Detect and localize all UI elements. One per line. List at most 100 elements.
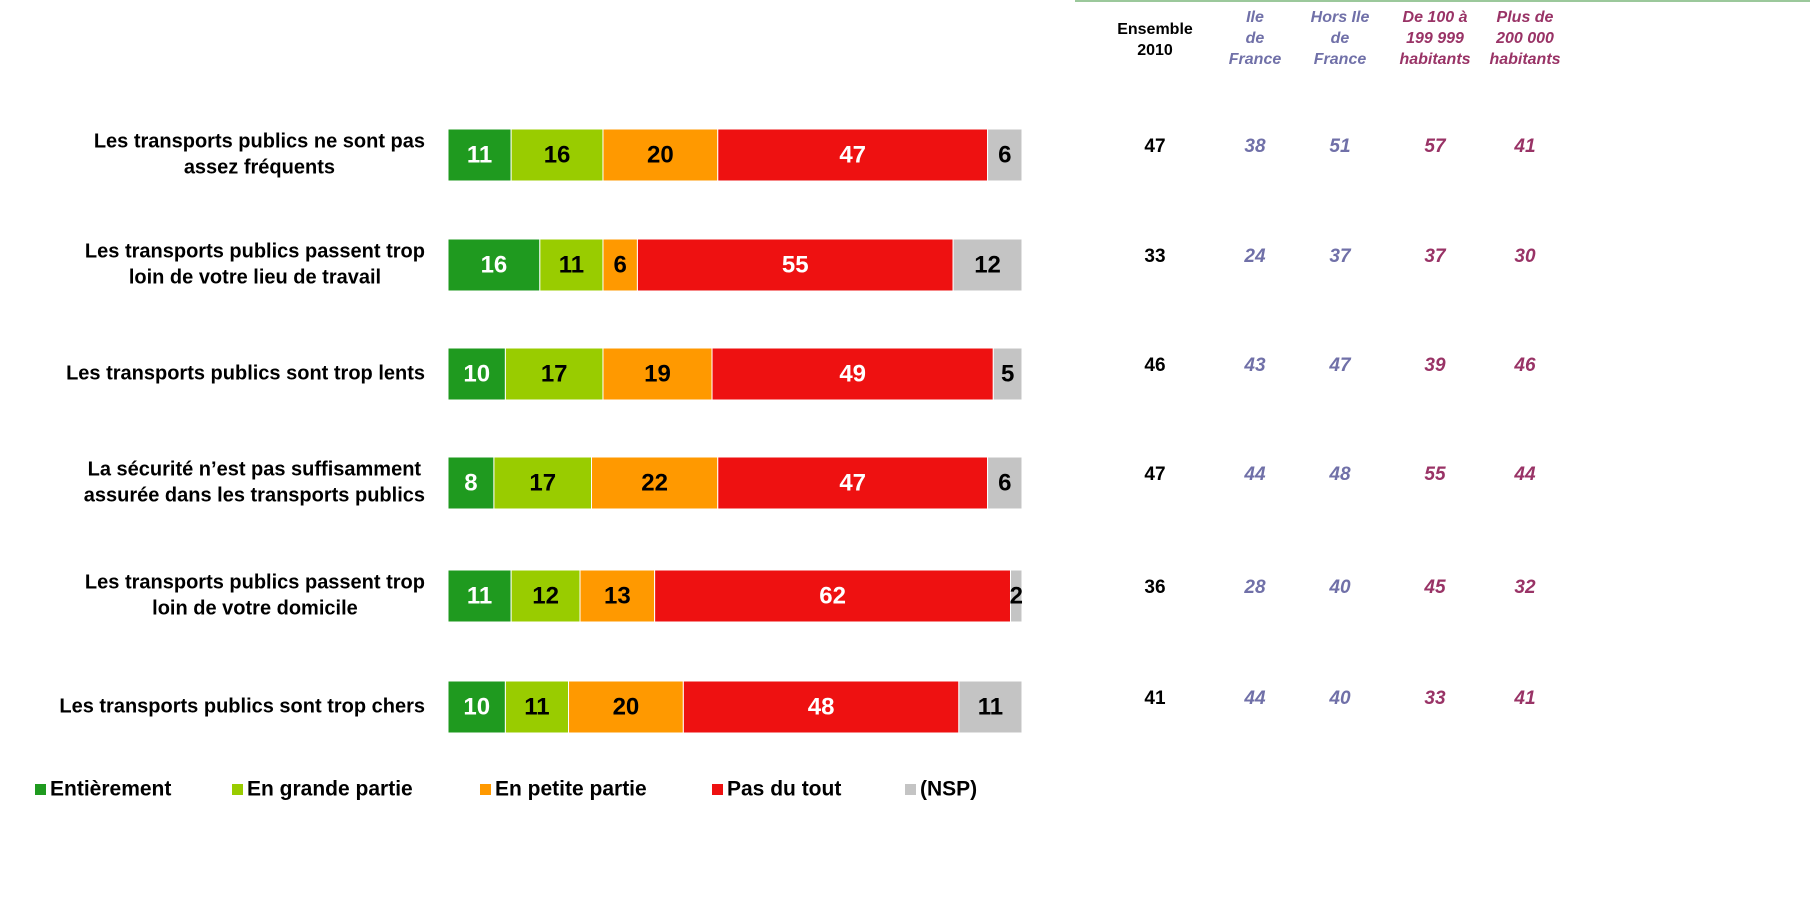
value-label: 55 xyxy=(782,251,809,278)
table-value: 44 xyxy=(1243,688,1266,709)
value-label: 16 xyxy=(481,251,508,278)
column-header: Plus de xyxy=(1497,9,1554,26)
bar-segment xyxy=(958,680,1023,734)
value-label: 20 xyxy=(613,693,640,720)
bar-segment xyxy=(447,569,512,623)
category-label: assez fréquents xyxy=(184,156,335,178)
table-value: 40 xyxy=(1328,577,1351,598)
legend-swatch xyxy=(712,784,723,795)
value-label: 11 xyxy=(467,582,492,609)
column-header: de xyxy=(1331,30,1350,47)
column-header: France xyxy=(1314,51,1367,68)
legend-swatch xyxy=(35,784,46,795)
table-value: 40 xyxy=(1328,688,1351,709)
column-header: 200 000 xyxy=(1495,30,1554,47)
value-label: 19 xyxy=(644,360,671,387)
table-value: 46 xyxy=(1513,355,1536,376)
column-header: habitants xyxy=(1399,51,1470,68)
bar-segment xyxy=(447,238,541,292)
legend-label: Pas du tout xyxy=(727,778,841,801)
table-value: 32 xyxy=(1514,577,1536,598)
value-label: 5 xyxy=(1001,360,1014,387)
bar-segment xyxy=(602,128,719,182)
table-value: 28 xyxy=(1243,577,1266,598)
value-label: 22 xyxy=(641,469,668,496)
value-label: 17 xyxy=(541,360,568,387)
column-header: 199 999 xyxy=(1406,30,1464,47)
bar-segment xyxy=(504,680,570,734)
column-header: habitants xyxy=(1489,51,1560,68)
value-label: 6 xyxy=(998,141,1011,168)
table-value: 33 xyxy=(1424,688,1446,709)
legend-label: En grande partie xyxy=(247,778,413,801)
bar-segment xyxy=(636,238,954,292)
value-label: 10 xyxy=(463,360,490,387)
value-label: 11 xyxy=(467,141,492,168)
value-label: 48 xyxy=(808,693,835,720)
table-value: 51 xyxy=(1329,136,1350,157)
table-value: 47 xyxy=(1144,464,1165,485)
legend-label: (NSP) xyxy=(920,778,977,801)
value-label: 12 xyxy=(532,582,559,609)
bar-segment xyxy=(493,456,593,510)
category-label: Les transports publics passent trop xyxy=(85,240,425,262)
table-value: 38 xyxy=(1244,136,1266,157)
column-header: De 100 à xyxy=(1403,9,1468,26)
table-value: 55 xyxy=(1424,464,1446,485)
column-header: Ensemble xyxy=(1117,21,1193,38)
value-label: 11 xyxy=(524,693,549,720)
value-label: 49 xyxy=(839,360,866,387)
table-value: 45 xyxy=(1423,577,1446,598)
bar-segment xyxy=(602,347,713,401)
table-value: 41 xyxy=(1144,688,1166,709)
category-label: assurée dans les transports publics xyxy=(84,484,425,506)
table-value: 46 xyxy=(1144,355,1165,376)
legend-label: En petite partie xyxy=(495,778,647,801)
legend-label: Entièrement xyxy=(50,778,171,801)
value-label: 17 xyxy=(529,469,556,496)
category-label: Les transports publics ne sont pas xyxy=(94,130,425,152)
bar-segment xyxy=(987,456,1023,510)
value-label: 11 xyxy=(559,251,584,278)
value-label: 2 xyxy=(1010,582,1023,609)
table-value: 44 xyxy=(1513,464,1536,485)
column-header: 2010 xyxy=(1137,42,1173,59)
bar-segment xyxy=(568,680,684,734)
bar-segment xyxy=(591,456,719,510)
bar-segment xyxy=(1010,569,1023,623)
column-header: Ile xyxy=(1246,9,1264,26)
table-value: 41 xyxy=(1513,136,1535,157)
table-value: 30 xyxy=(1514,246,1536,267)
bar-segment xyxy=(711,347,994,401)
table-value: 47 xyxy=(1144,136,1165,157)
table-value: 24 xyxy=(1243,246,1266,267)
category-label: loin de votre domicile xyxy=(152,597,358,619)
category-label: loin de votre lieu de travail xyxy=(129,266,381,288)
value-label: 47 xyxy=(839,469,866,496)
bar-segment xyxy=(952,238,1023,292)
category-label: Les transports publics passent trop xyxy=(85,571,425,593)
category-label: Les transports publics sont trop chers xyxy=(59,695,425,717)
category-label: Les transports publics sont trop lents xyxy=(66,362,425,384)
bar-segment xyxy=(987,128,1023,182)
table-value: 57 xyxy=(1424,136,1447,157)
column-header: de xyxy=(1246,30,1265,47)
value-label: 47 xyxy=(839,141,866,168)
value-label: 10 xyxy=(463,693,490,720)
bar-segment xyxy=(654,569,1012,623)
value-label: 62 xyxy=(819,582,846,609)
bar-segment xyxy=(447,456,495,510)
table-value: 48 xyxy=(1328,464,1351,485)
value-label: 12 xyxy=(974,251,1001,278)
table-value: 43 xyxy=(1243,355,1266,376)
table-value: 33 xyxy=(1144,246,1165,267)
legend-swatch xyxy=(232,784,243,795)
legend-swatch xyxy=(480,784,491,795)
table-value: 37 xyxy=(1424,246,1447,267)
bar-segment xyxy=(510,128,604,182)
value-label: 16 xyxy=(544,141,571,168)
column-header: France xyxy=(1229,51,1282,68)
value-label: 11 xyxy=(978,693,1003,720)
table-value: 36 xyxy=(1144,577,1165,598)
